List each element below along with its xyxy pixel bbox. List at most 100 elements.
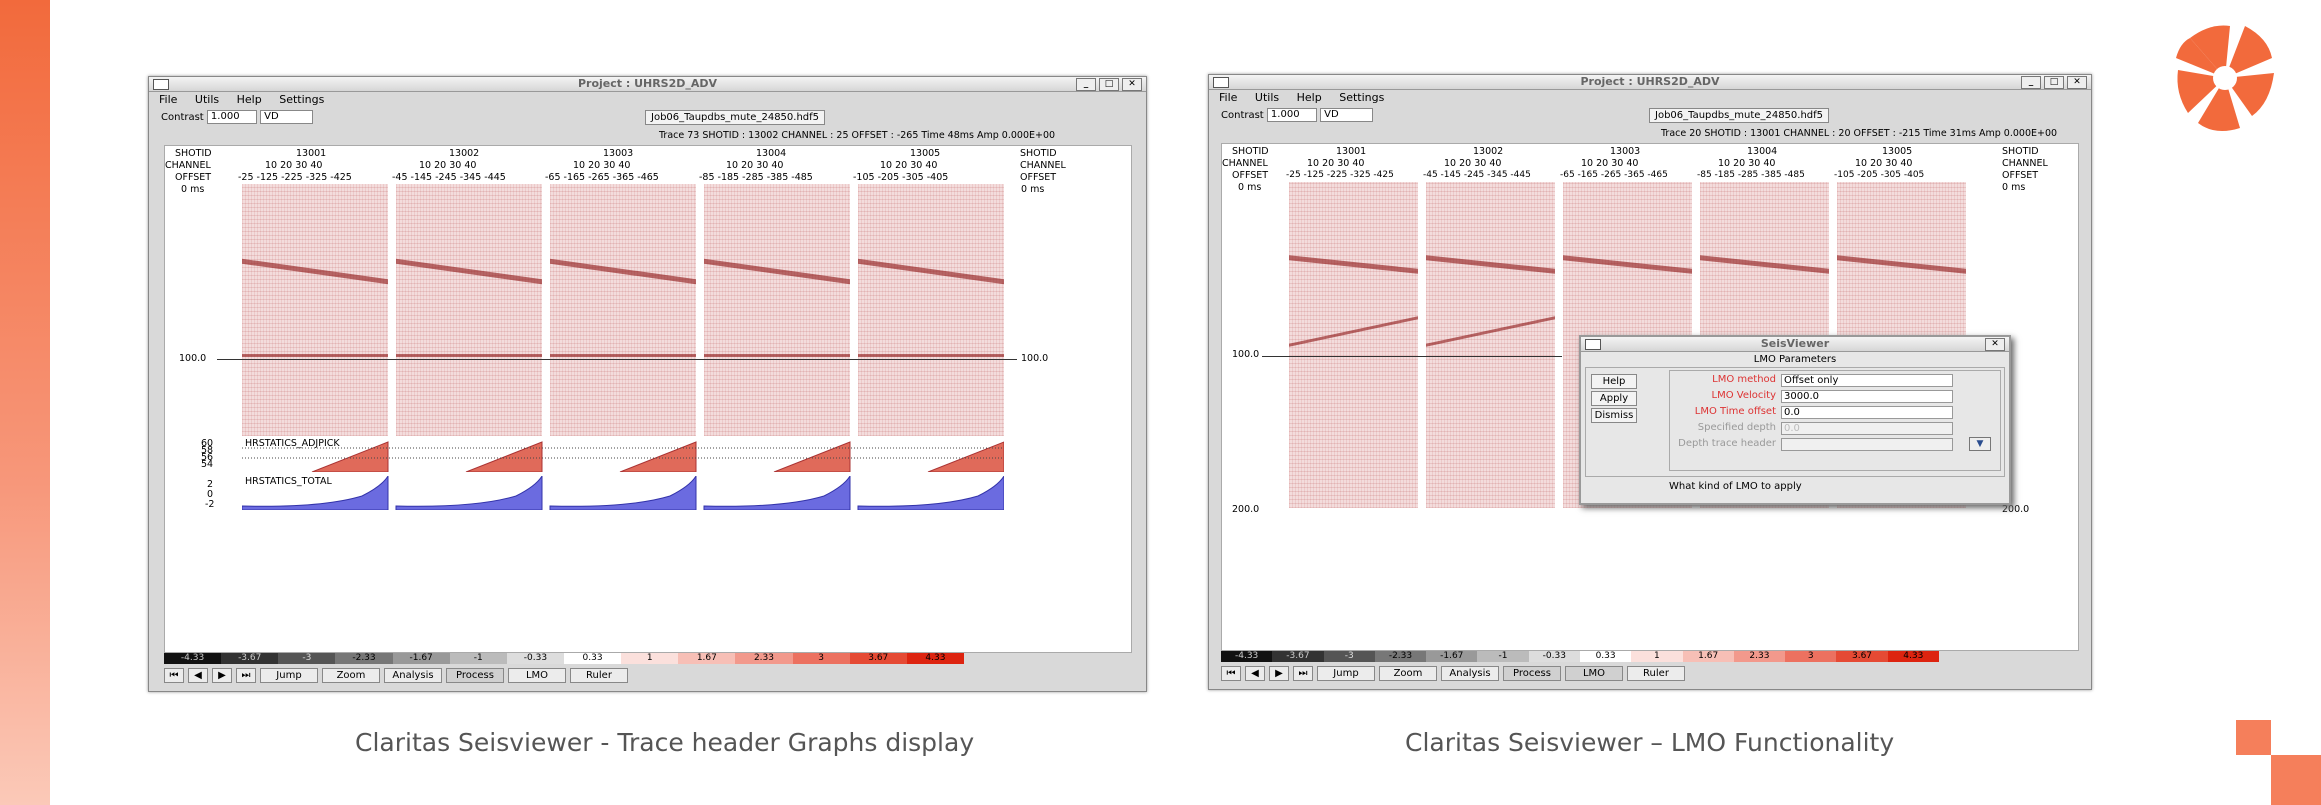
offset-values: -45 -145 -245 -345 -445 [1423, 170, 1531, 180]
menu-file[interactable]: File [159, 93, 178, 106]
contrast-row: Contrast 1.000 VD [161, 110, 314, 124]
mode-select[interactable]: VD [260, 110, 314, 124]
graph2-tick: 2 [207, 479, 214, 490]
close-icon[interactable]: ✕ [1985, 338, 2005, 351]
channel-values: 10 20 30 40 [1855, 158, 1913, 169]
channel-label: CHANNEL [1222, 158, 1268, 169]
last-icon[interactable]: ⏭ [1293, 666, 1313, 681]
minimize-icon[interactable]: _ [2021, 76, 2041, 89]
seismic-plot-area: SHOTID CHANNEL OFFSET SHOTID CHANNEL OFF… [164, 145, 1132, 653]
shotid-label: SHOTID [1232, 146, 1269, 157]
graph1-label: HRSTATICS_ADJPICK [245, 438, 340, 449]
analysis-button[interactable]: Analysis [384, 668, 442, 683]
file-button[interactable]: Job06_Taupdbs_mute_24850.hdf5 [645, 110, 826, 125]
process-button[interactable]: Process [446, 668, 504, 683]
colorbar-tick: -1 [449, 653, 507, 664]
lmo-method-select[interactable]: Offset only [1781, 374, 1953, 387]
colorbar-tick: 0.33 [563, 653, 622, 664]
menu-utils[interactable]: Utils [1254, 91, 1280, 104]
accent-sidebar [0, 0, 50, 805]
analysis-button[interactable]: Analysis [1441, 666, 1499, 681]
menu-utils[interactable]: Utils [194, 93, 220, 106]
channel-label-right: CHANNEL [1020, 160, 1066, 171]
channel-values: 10 20 30 40 [1718, 158, 1776, 169]
menu-help[interactable]: Help [236, 93, 262, 106]
play-icon[interactable]: ▶ [212, 668, 232, 683]
seisviewer-window-right: Project : UHRS2D_ADV _ □ ✕ File Utils He… [1208, 74, 2092, 690]
maximize-icon[interactable]: □ [1099, 78, 1119, 91]
colorbar-tick: 3.67 [1836, 651, 1888, 662]
jump-button[interactable]: Jump [260, 668, 318, 683]
colorbar-tick: 1 [621, 653, 679, 664]
first-icon[interactable]: ⏮ [1221, 666, 1241, 681]
contrast-input[interactable]: 1.000 [206, 110, 257, 124]
shotid-label-right: SHOTID [2002, 146, 2039, 157]
last-icon[interactable]: ⏭ [236, 668, 256, 683]
colorbar-tick: 3 [1785, 651, 1837, 662]
first-icon[interactable]: ⏮ [164, 668, 184, 683]
lmo-time-offset-input[interactable]: 0.0 [1781, 406, 1953, 419]
offset-values: -85 -185 -285 -385 -485 [1697, 170, 1805, 180]
offset-values: -45 -145 -245 -345 -445 [392, 172, 506, 183]
menu-settings[interactable]: Settings [279, 93, 325, 106]
close-icon[interactable]: ✕ [1122, 78, 1142, 91]
prev-icon[interactable]: ◀ [188, 668, 208, 683]
menu-file[interactable]: File [1219, 91, 1238, 104]
seisviewer-window-left: Project : UHRS2D_ADV _ □ ✕ File Utils He… [148, 76, 1147, 692]
depth-trace-header-label: Depth trace header [1678, 438, 1776, 449]
colorbar-tick: 1.67 [678, 653, 736, 664]
offset-values: -105 -205 -305 -405 [853, 172, 949, 183]
jump-button[interactable]: Jump [1317, 666, 1375, 681]
seismic-shot-panel[interactable] [704, 184, 850, 436]
file-button[interactable]: Job06_Taupdbs_mute_24850.hdf5 [1649, 108, 1830, 123]
offset-values: -65 -165 -265 -365 -465 [545, 172, 659, 183]
channel-values: 10 20 30 40 [1307, 158, 1365, 169]
ruler-button[interactable]: Ruler [570, 668, 628, 683]
apply-button[interactable]: Apply [1591, 391, 1637, 406]
specified-depth-input[interactable]: 0.0 [1781, 422, 1953, 435]
lmo-velocity-input[interactable]: 3000.0 [1781, 390, 1953, 403]
depth-trace-header-input[interactable] [1781, 438, 1953, 451]
seismic-shot-panel[interactable] [396, 184, 542, 436]
offset-values: -25 -125 -225 -325 -425 [238, 172, 352, 183]
dismiss-button[interactable]: Dismiss [1591, 408, 1637, 423]
seismic-shot-panel[interactable] [858, 184, 1004, 436]
shotid-value: 13003 [1610, 146, 1641, 157]
menu-settings[interactable]: Settings [1339, 91, 1385, 104]
mode-select[interactable]: VD [1320, 108, 1374, 122]
channel-values: 10 20 30 40 [573, 160, 631, 171]
window-menu-icon[interactable] [1585, 339, 1601, 350]
zoom-button[interactable]: Zoom [322, 668, 380, 683]
lmo-button[interactable]: LMO [508, 668, 566, 683]
minimize-icon[interactable]: _ [1076, 78, 1096, 91]
lmo-button[interactable]: LMO [1565, 666, 1623, 681]
colorbar-tick: 1 [1631, 651, 1683, 662]
help-button[interactable]: Help [1591, 374, 1637, 389]
maximize-icon[interactable]: □ [2044, 76, 2064, 89]
offset-label: OFFSET [175, 172, 212, 183]
seismic-shot-panel[interactable] [242, 184, 388, 436]
channel-values: 10 20 30 40 [1444, 158, 1502, 169]
play-icon[interactable]: ▶ [1269, 666, 1289, 681]
lmo-velocity-label: LMO Velocity [1711, 390, 1776, 401]
seismic-shot-panel[interactable] [1426, 182, 1555, 508]
menu-help[interactable]: Help [1296, 91, 1322, 104]
colorbar-tick: 0.33 [1579, 651, 1632, 662]
colorbar-tick: -1.67 [392, 653, 450, 664]
dropdown-arrow-icon[interactable]: ▼ [1969, 437, 1991, 451]
channel-values: 10 20 30 40 [419, 160, 477, 171]
time-label: 200.0 [1232, 504, 1260, 515]
offset-values: -65 -165 -265 -365 -465 [1560, 170, 1668, 180]
seismic-shot-panel[interactable] [1289, 182, 1418, 508]
process-button[interactable]: Process [1503, 666, 1561, 681]
prev-icon[interactable]: ◀ [1245, 666, 1265, 681]
time-label: 0 ms [181, 184, 205, 195]
ruler-button[interactable]: Ruler [1627, 666, 1685, 681]
lmo-dialog: SeisViewer ✕ LMO Parameters Help Apply D… [1579, 335, 2011, 505]
contrast-input[interactable]: 1.000 [1266, 108, 1317, 122]
zoom-button[interactable]: Zoom [1379, 666, 1437, 681]
close-icon[interactable]: ✕ [2067, 76, 2087, 89]
window-menu-icon[interactable] [1213, 77, 1229, 88]
seismic-shot-panel[interactable] [550, 184, 696, 436]
window-menu-icon[interactable] [153, 79, 169, 90]
